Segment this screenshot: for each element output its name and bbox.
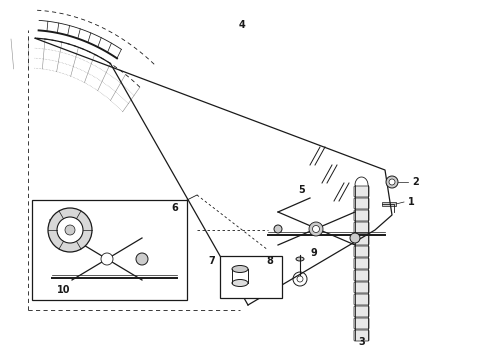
FancyBboxPatch shape xyxy=(354,282,369,293)
FancyBboxPatch shape xyxy=(354,186,369,197)
FancyBboxPatch shape xyxy=(354,246,369,257)
Text: 5: 5 xyxy=(298,185,305,195)
Circle shape xyxy=(48,208,92,252)
FancyBboxPatch shape xyxy=(354,234,369,245)
Circle shape xyxy=(136,253,148,265)
Text: 6: 6 xyxy=(172,203,178,213)
FancyBboxPatch shape xyxy=(354,270,369,281)
Bar xyxy=(32,200,187,300)
Circle shape xyxy=(313,225,319,233)
FancyBboxPatch shape xyxy=(354,198,369,209)
Text: 8: 8 xyxy=(267,256,273,266)
Ellipse shape xyxy=(232,279,248,287)
Ellipse shape xyxy=(296,257,304,261)
Text: 2: 2 xyxy=(412,177,419,187)
Text: 1: 1 xyxy=(408,197,415,207)
Text: 4: 4 xyxy=(239,20,245,30)
Bar xyxy=(220,256,282,298)
Circle shape xyxy=(101,253,113,265)
FancyBboxPatch shape xyxy=(354,222,369,233)
FancyBboxPatch shape xyxy=(354,318,369,329)
FancyBboxPatch shape xyxy=(354,306,369,317)
Ellipse shape xyxy=(232,266,248,273)
Circle shape xyxy=(65,225,75,235)
Polygon shape xyxy=(382,202,396,206)
Circle shape xyxy=(274,225,282,233)
FancyBboxPatch shape xyxy=(354,210,369,221)
Text: 10: 10 xyxy=(57,285,71,295)
Circle shape xyxy=(350,233,360,243)
Circle shape xyxy=(309,222,323,236)
FancyBboxPatch shape xyxy=(354,294,369,305)
Text: 7: 7 xyxy=(209,256,216,266)
Circle shape xyxy=(386,176,398,188)
FancyBboxPatch shape xyxy=(354,258,369,269)
FancyBboxPatch shape xyxy=(354,330,369,341)
Circle shape xyxy=(57,217,83,243)
Text: 9: 9 xyxy=(311,248,318,258)
Text: 3: 3 xyxy=(359,337,366,347)
Circle shape xyxy=(389,179,395,185)
